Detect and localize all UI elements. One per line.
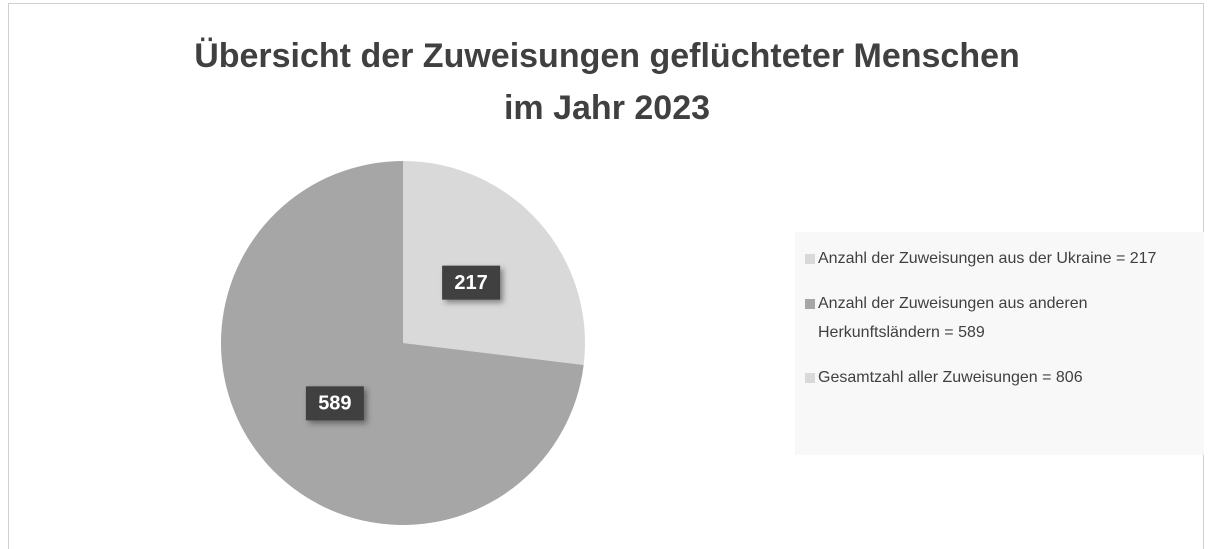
- legend-swatch: [805, 254, 815, 264]
- legend-item: Anzahl der Zuweisungen aus anderen Herku…: [805, 289, 1194, 347]
- data-label: 217: [454, 272, 487, 294]
- legend-item: Anzahl der Zuweisungen aus der Ukraine =…: [805, 244, 1194, 273]
- legend-swatch: [805, 299, 815, 309]
- data-label-box: [305, 386, 364, 421]
- data-label-box: [442, 265, 501, 300]
- legend: Anzahl der Zuweisungen aus der Ukraine =…: [795, 232, 1204, 455]
- legend-item: Gesamtzahl aller Zuweisungen = 806: [805, 363, 1194, 392]
- legend-swatch: [805, 373, 815, 383]
- legend-label: Anzahl der Zuweisungen aus der Ukraine =…: [818, 250, 1157, 267]
- legend-label: Gesamtzahl aller Zuweisungen = 806: [818, 369, 1083, 386]
- chart-title: Übersicht der Zuweisungen geflüchteter M…: [0, 30, 1214, 134]
- legend-label: Anzahl der Zuweisungen aus anderen Herku…: [818, 295, 1088, 341]
- title-line: im Jahr 2023: [503, 89, 711, 127]
- pie-slice: [221, 161, 584, 526]
- pie-slice: [403, 161, 585, 365]
- title-line: Übersicht der Zuweisungen geflüchteter M…: [194, 37, 1020, 75]
- data-label: 589: [318, 393, 351, 415]
